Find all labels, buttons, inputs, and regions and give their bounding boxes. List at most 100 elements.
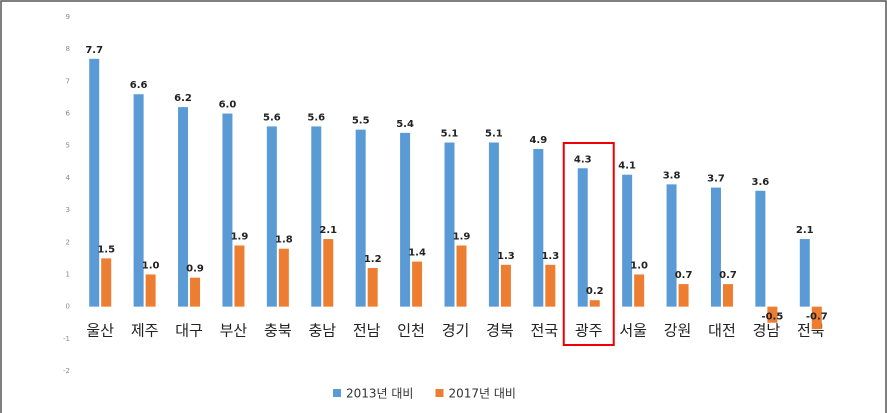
bar	[400, 132, 411, 307]
bar	[222, 113, 233, 307]
value-label: 6.6	[130, 80, 148, 91]
y-tick-label: -1	[63, 335, 70, 343]
y-tick-label: 1	[66, 270, 70, 278]
y-tick-label: 3	[66, 206, 70, 214]
x-tick-label: 서울	[619, 322, 647, 340]
bar	[589, 300, 600, 307]
bar	[545, 264, 556, 307]
bar	[811, 306, 822, 330]
x-tick-label: 제주	[131, 322, 159, 340]
y-tick-label: 0	[66, 303, 70, 311]
x-tick-label: 부산	[220, 322, 248, 340]
bar	[722, 284, 733, 307]
value-label: 5.6	[263, 112, 281, 123]
bar	[355, 129, 366, 307]
bar	[488, 142, 499, 307]
x-tick-label: 강원	[664, 322, 692, 340]
bar	[323, 239, 334, 307]
x-tick-label: 인천	[397, 322, 425, 340]
value-label: 1.3	[541, 251, 559, 262]
bar	[755, 190, 766, 307]
legend-swatch	[435, 389, 444, 397]
bar	[367, 268, 378, 307]
value-label: 0.9	[186, 264, 204, 275]
value-label: 6.2	[174, 93, 192, 104]
bar	[412, 261, 423, 307]
value-label: 1.9	[453, 231, 471, 242]
y-tick-label: 9	[66, 13, 70, 21]
value-label: -0.7	[806, 312, 828, 323]
y-tick-label: -2	[63, 367, 70, 375]
value-label: 4.9	[529, 135, 547, 146]
x-tick-label: 충남	[308, 322, 336, 340]
x-tick-label: 울산	[86, 322, 114, 340]
bar	[678, 284, 689, 307]
value-label: 5.1	[485, 129, 503, 140]
value-label: 3.8	[663, 170, 681, 181]
bar	[133, 94, 144, 307]
value-label: 6.0	[219, 100, 237, 111]
value-label: 1.4	[408, 248, 426, 259]
value-label: 2.1	[796, 225, 814, 236]
y-tick-label: 8	[66, 45, 70, 53]
bar	[456, 245, 467, 307]
x-tick-label: 광주	[575, 322, 603, 340]
bar	[145, 274, 156, 307]
value-label: 0.7	[675, 270, 693, 281]
value-label: 4.3	[574, 154, 592, 165]
bar	[666, 184, 677, 307]
x-tick-label: 대구	[175, 322, 203, 340]
bar	[710, 187, 721, 307]
x-tick-label: 경남	[753, 322, 781, 340]
legend-swatch	[333, 389, 341, 397]
value-label: 1.0	[630, 260, 648, 271]
legend-label: 2017년 대비	[448, 387, 515, 401]
x-tick-label: 대전	[708, 322, 736, 340]
bar	[444, 142, 455, 307]
value-label: 0.2	[586, 286, 604, 297]
bar	[767, 306, 778, 323]
bar	[634, 274, 645, 307]
legend-label: 2013년 대비	[346, 387, 413, 401]
bar	[799, 239, 810, 307]
bar	[89, 58, 100, 307]
bar	[533, 148, 544, 307]
value-label: -0.5	[761, 312, 783, 323]
value-label: 0.7	[719, 270, 737, 281]
x-tick-label: 전국	[531, 322, 559, 340]
y-tick-label: 5	[66, 142, 70, 150]
bar	[178, 107, 189, 307]
value-label: 3.6	[752, 177, 770, 188]
value-label: 1.0	[142, 260, 160, 271]
bar	[190, 277, 201, 307]
value-label: 5.6	[307, 112, 325, 123]
value-label: 1.5	[97, 244, 115, 255]
highlight-box	[562, 142, 615, 346]
bar	[311, 126, 322, 307]
value-label: 1.2	[364, 254, 382, 265]
value-label: 5.1	[441, 129, 459, 140]
value-label: 7.7	[85, 45, 103, 56]
value-label: 4.1	[618, 161, 636, 172]
bar	[234, 245, 245, 307]
bar	[577, 168, 588, 307]
y-tick-label: 7	[66, 77, 70, 85]
bar	[500, 264, 511, 307]
bar	[622, 174, 633, 307]
x-tick-label: 경기	[442, 322, 470, 340]
x-tick-label: 경북	[486, 322, 514, 340]
bar	[266, 126, 277, 307]
bar	[101, 258, 112, 307]
value-label: 1.8	[275, 235, 293, 246]
value-label: 2.1	[319, 225, 337, 236]
value-label: 3.7	[707, 174, 725, 185]
value-label: 5.5	[352, 116, 370, 127]
y-tick-label: 2	[66, 238, 70, 246]
bar	[278, 248, 289, 307]
y-tick-label: 4	[66, 174, 71, 182]
value-label: 1.9	[231, 231, 249, 242]
value-label: 1.3	[497, 251, 515, 262]
x-tick-label: 전남	[353, 322, 381, 340]
